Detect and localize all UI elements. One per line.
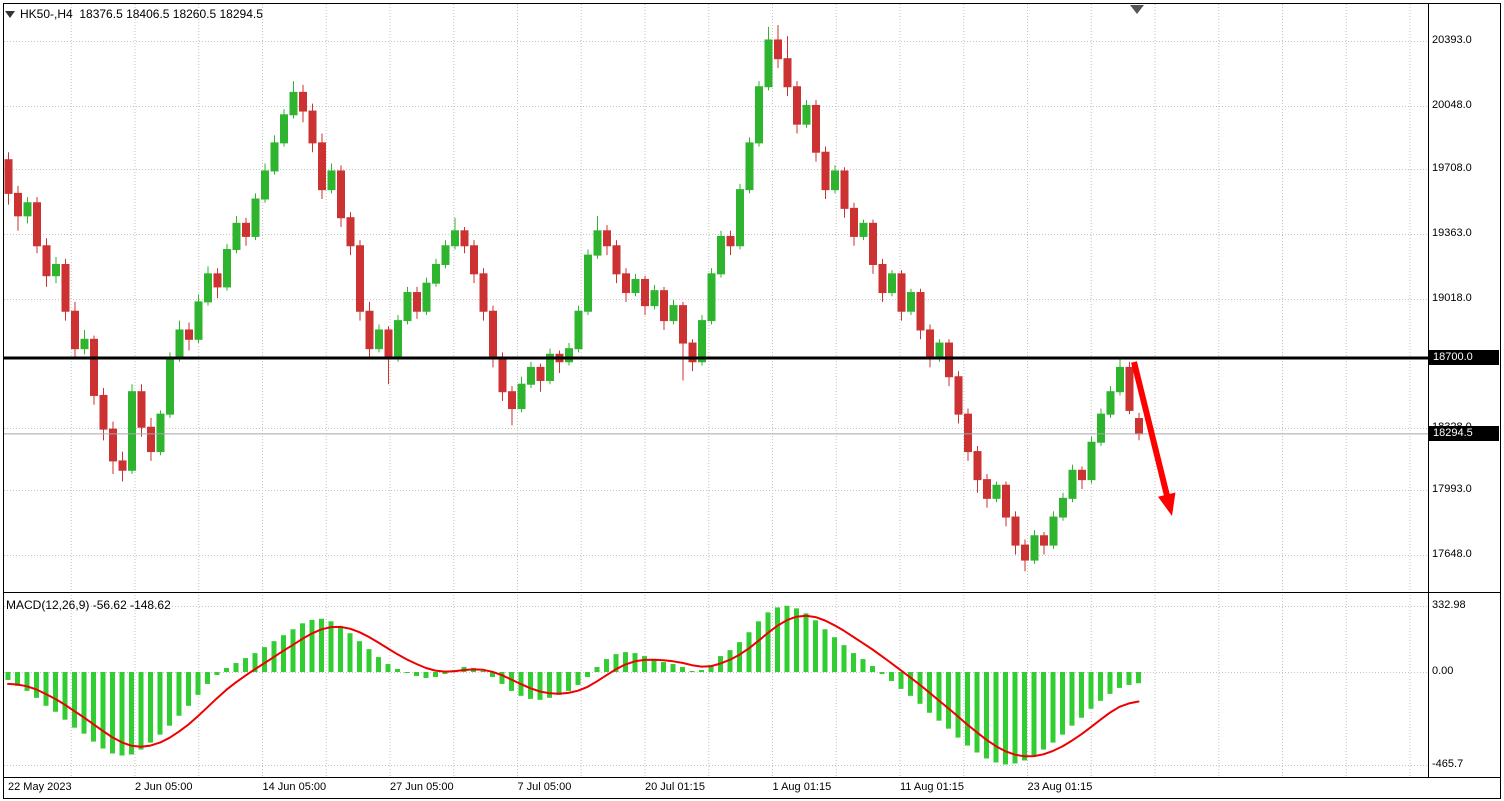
grid-lines: [4, 4, 1427, 776]
macd-histogram: [5, 605, 1141, 765]
trend-arrow[interactable]: [1131, 361, 1176, 516]
macd-signal-line: [7, 614, 1140, 758]
candles-series: [4, 25, 1143, 572]
chart-frame: [3, 3, 1501, 799]
